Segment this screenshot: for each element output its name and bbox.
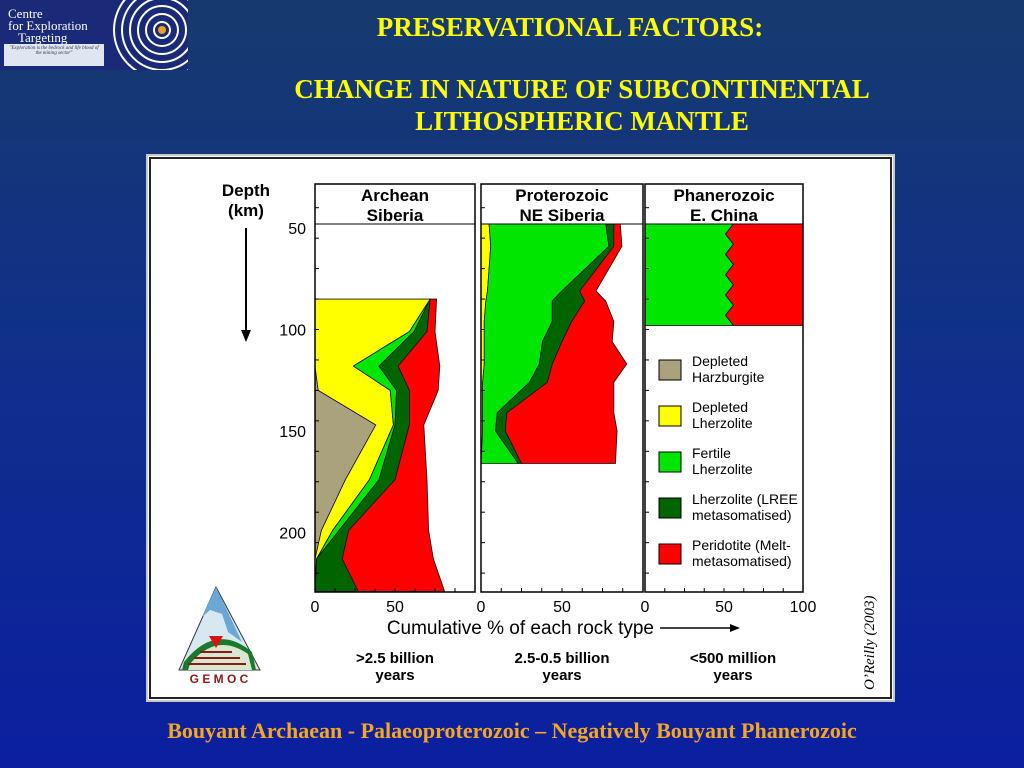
citation: O’Reilly (2003) bbox=[862, 595, 878, 690]
panel-title: NE Siberia bbox=[519, 206, 605, 225]
x-tick-label: 50 bbox=[386, 599, 404, 616]
x-tick-label: 0 bbox=[641, 599, 650, 616]
legend-label: Lherzolite (LREE bbox=[692, 491, 798, 507]
panel-title: Archean bbox=[361, 186, 429, 205]
y-axis-label: Depth bbox=[222, 181, 270, 200]
slide-title: PRESERVATIONAL FACTORS: bbox=[376, 12, 764, 42]
panel-title: Siberia bbox=[367, 206, 424, 225]
depth-arrow-head-icon bbox=[241, 330, 251, 342]
cet-logo-text: Centre for Exploration Targeting bbox=[8, 6, 88, 45]
subtitle-line: CHANGE IN NATURE OF SUBCONTINENTAL bbox=[294, 74, 870, 104]
x-tick-label: 100 bbox=[790, 599, 817, 616]
mantle-composition-chart: Depth (km) Cumulative % of each rock typ… bbox=[178, 181, 817, 686]
gemoc-logo: G E M O C bbox=[178, 585, 261, 686]
x-arrow-head-icon bbox=[730, 624, 740, 632]
x-axis-label: Cumulative % of each rock type bbox=[387, 618, 654, 639]
legend-label: Depleted bbox=[692, 353, 748, 369]
y-axis-label-unit: (km) bbox=[228, 201, 264, 220]
legend-label: Harzburgite bbox=[692, 369, 765, 385]
figure-panel: Depth (km) Cumulative % of each rock typ… bbox=[146, 154, 895, 702]
footer-caption: Bouyant Archaean - Palaeoproterozoic – N… bbox=[167, 718, 857, 743]
y-tick-label: 100 bbox=[279, 323, 306, 340]
x-tick-label: 0 bbox=[311, 599, 320, 616]
age-label: years bbox=[713, 667, 752, 684]
subtitle-line: LITHOSPHERIC MANTLE bbox=[415, 106, 749, 136]
legend-label: metasomatised) bbox=[692, 507, 792, 523]
y-tick-label: 50 bbox=[288, 221, 306, 238]
legend-label: Lherzolite bbox=[692, 461, 753, 477]
cet-logo: Centre for Exploration Targeting "Explorat… bbox=[0, 0, 188, 70]
legend-swatch bbox=[658, 497, 682, 519]
x-tick-label: 50 bbox=[715, 599, 733, 616]
age-label: >2.5 billion bbox=[356, 650, 434, 667]
logo-line: Targeting bbox=[18, 30, 68, 45]
age-label: 2.5-0.5 billion bbox=[514, 650, 609, 667]
x-tick-label: 0 bbox=[477, 599, 486, 616]
legend-swatch bbox=[658, 543, 682, 565]
x-tick-label: 50 bbox=[553, 599, 571, 616]
legend-label: Lherzolite bbox=[692, 415, 753, 431]
legend-swatch bbox=[658, 405, 682, 427]
legend-label: metasomatised) bbox=[692, 553, 792, 569]
legend-label: Fertile bbox=[692, 445, 731, 461]
age-label: years bbox=[375, 667, 414, 684]
age-label: <500 million bbox=[690, 650, 776, 667]
legend-label: Depleted bbox=[692, 399, 748, 415]
age-label: years bbox=[542, 667, 581, 684]
slide-subtitle: CHANGE IN NATURE OF SUBCONTINENTAL LITHOS… bbox=[70, 73, 1024, 137]
panel-title: E. China bbox=[690, 206, 759, 225]
legend-swatch bbox=[658, 359, 682, 381]
band-fertile-lherzolite bbox=[644, 223, 735, 326]
panel-title: Phanerozoic bbox=[673, 186, 774, 205]
y-tick-label: 200 bbox=[279, 526, 306, 543]
legend-swatch bbox=[658, 451, 682, 473]
target-rings-icon bbox=[113, 0, 188, 70]
logo-line: for Exploration bbox=[8, 18, 88, 33]
y-tick-label: 150 bbox=[279, 424, 306, 441]
legend-label: Peridotite (Melt- bbox=[692, 537, 791, 553]
band-peridotite-melt-metasomatised- bbox=[504, 223, 628, 464]
logo-quote: "Exploration is the bedrock and life blo… bbox=[4, 44, 104, 66]
logo-line: Centre bbox=[8, 6, 43, 21]
gemoc-logo-text: G E M O C bbox=[190, 672, 249, 686]
panel-title: Proterozoic bbox=[515, 186, 609, 205]
band-peridotite-melt-metasomatised- bbox=[725, 223, 804, 326]
